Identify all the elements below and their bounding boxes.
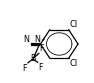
- Text: N: N: [34, 35, 40, 44]
- Text: N: N: [23, 35, 29, 44]
- Text: –: –: [34, 53, 37, 58]
- Text: B: B: [30, 54, 36, 63]
- Text: F: F: [39, 44, 44, 53]
- Text: F: F: [38, 63, 43, 72]
- Text: +: +: [40, 38, 45, 42]
- Text: Cl: Cl: [70, 59, 78, 68]
- Text: F: F: [22, 64, 26, 73]
- Text: Cl: Cl: [70, 20, 78, 29]
